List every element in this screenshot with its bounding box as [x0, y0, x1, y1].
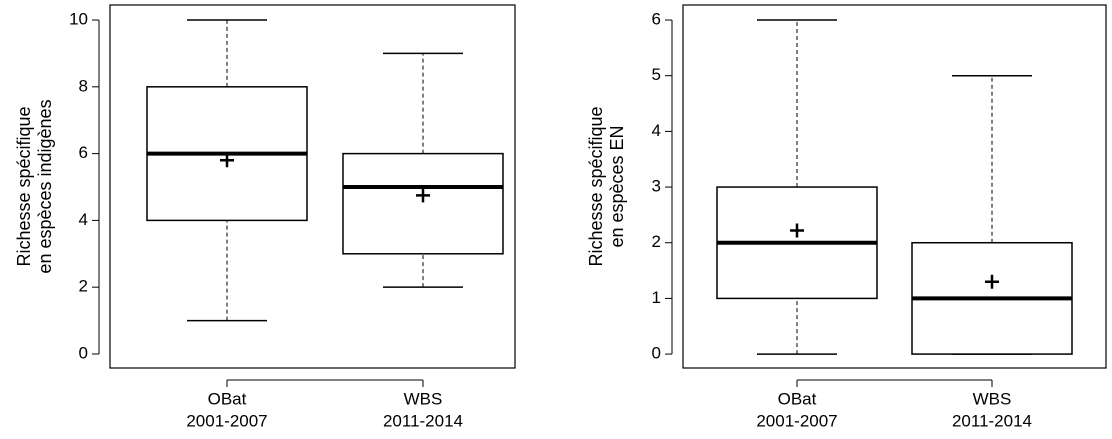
mean-marker	[220, 153, 234, 168]
plot-frame	[109, 4, 516, 369]
y-tick-label: 6	[79, 143, 88, 162]
y-tick-label: 5	[652, 65, 661, 84]
y-axis-label: Richesse spécifique	[14, 106, 34, 266]
y-axis-label: Richesse spécifique	[586, 106, 606, 266]
x-tick-label: 2011-2014	[383, 411, 463, 430]
mean-marker	[416, 188, 430, 203]
x-tick-label: 2001-2007	[756, 411, 837, 430]
y-tick-label: 10	[69, 10, 88, 29]
y-axis-label: en espèces indigènes	[35, 99, 55, 273]
y-tick-label: 0	[652, 344, 661, 363]
y-tick-label: 4	[79, 210, 88, 229]
y-tick-label: 0	[79, 343, 88, 362]
x-tick-label: OBat	[778, 389, 817, 408]
y-tick-label: 2	[652, 232, 661, 251]
y-tick-label: 8	[79, 76, 88, 95]
y-tick-label: 2	[79, 277, 88, 296]
y-axis-label: en espèces EN	[607, 125, 627, 247]
box	[342, 152, 504, 255]
y-tick-label: 4	[652, 121, 661, 140]
mean-marker	[985, 274, 999, 289]
y-tick-label: 3	[652, 177, 661, 196]
x-tick-label: WBS	[973, 389, 1012, 408]
plot-frame	[682, 4, 1107, 369]
y-tick-label: 1	[652, 288, 661, 307]
x-tick-label: 2011-2014	[952, 411, 1032, 430]
x-tick-label: 2001-2007	[186, 411, 267, 430]
x-tick-label: WBS	[404, 389, 443, 408]
mean-marker	[790, 223, 804, 238]
x-tick-label: OBat	[208, 389, 247, 408]
panel: 0 1 2 3 4 5 6 Richesse spécifique en espèces EN O…	[586, 4, 1107, 430]
panel: 0 2 4 6 8 10 Richesse spécifique en espèces ind…	[14, 4, 516, 430]
y-tick-label: 6	[652, 10, 661, 29]
